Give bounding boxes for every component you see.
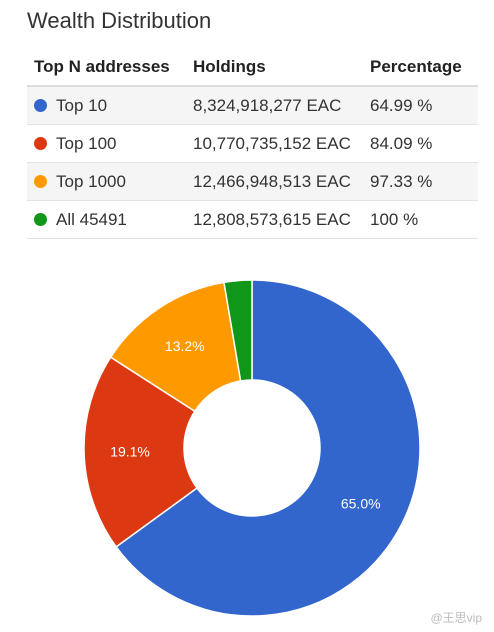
table-header-row: Top N addresses Holdings Percentage bbox=[27, 48, 478, 87]
row-label: Top 1000 bbox=[56, 171, 126, 191]
holdings-cell: 8,324,918,277 EAC bbox=[186, 86, 363, 125]
pie-slice bbox=[83, 356, 199, 548]
row-label: Top 100 bbox=[56, 133, 117, 153]
row-label-cell: Top 1000 bbox=[27, 162, 186, 201]
wealth-distribution-table: Top N addresses Holdings Percentage Top … bbox=[27, 48, 478, 239]
holdings-cell: 12,466,948,513 EAC bbox=[186, 162, 363, 201]
column-header-top-n: Top N addresses bbox=[27, 48, 186, 87]
percentage-cell: 84.09 % bbox=[363, 124, 478, 163]
row-label-cell: Top 100 bbox=[27, 124, 186, 163]
holdings-cell: 10,770,735,152 EAC bbox=[186, 124, 363, 163]
table-row: Top 10 8,324,918,277 EAC 64.99 % bbox=[27, 86, 478, 125]
legend-dot-icon bbox=[34, 174, 47, 188]
slice-label: 13.2% bbox=[165, 338, 205, 354]
donut-chart: 65.0% 19.1% 13.2% bbox=[83, 279, 421, 617]
column-header-percentage: Percentage bbox=[363, 48, 478, 87]
percentage-cell: 100 % bbox=[363, 200, 478, 239]
row-label: All 45491 bbox=[56, 209, 127, 229]
legend-dot-icon bbox=[34, 98, 47, 112]
pie-slice bbox=[223, 279, 253, 382]
legend-dot-icon bbox=[34, 136, 47, 150]
table-row: Top 1000 12,466,948,513 EAC 97.33 % bbox=[27, 162, 478, 201]
percentage-cell: 64.99 % bbox=[363, 86, 478, 125]
table-row: All 45491 12,808,573,615 EAC 100 % bbox=[27, 200, 478, 239]
watermark: @王思vip bbox=[430, 611, 482, 625]
pie-slice bbox=[115, 279, 421, 617]
page-title: Wealth Distribution bbox=[27, 8, 212, 33]
holdings-cell: 12,808,573,615 EAC bbox=[186, 200, 363, 239]
slice-label: 65.0% bbox=[341, 495, 381, 511]
legend-dot-icon bbox=[34, 212, 47, 226]
row-label-cell: Top 10 bbox=[27, 86, 186, 125]
row-label: Top 10 bbox=[56, 95, 108, 115]
table-row: Top 100 10,770,735,152 EAC 84.09 % bbox=[27, 124, 478, 163]
row-label-cell: All 45491 bbox=[27, 200, 186, 239]
column-header-holdings: Holdings bbox=[186, 48, 363, 87]
slice-label: 19.1% bbox=[110, 444, 150, 460]
percentage-cell: 97.33 % bbox=[363, 162, 478, 201]
